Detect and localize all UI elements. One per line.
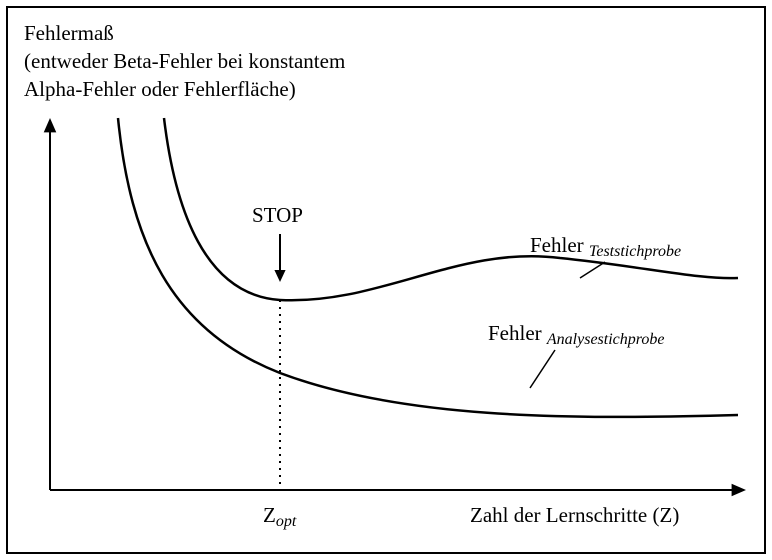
outer-frame	[6, 6, 766, 554]
